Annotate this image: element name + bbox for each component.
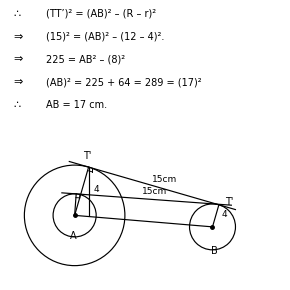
Text: B: B [211,246,217,255]
Text: (TT’)² = (AB)² – (R – r)²: (TT’)² = (AB)² – (R – r)² [46,9,156,19]
Text: 4: 4 [222,210,227,219]
Text: ∴: ∴ [13,100,20,110]
Text: 4: 4 [93,185,99,194]
Text: 15cm: 15cm [152,175,177,184]
Text: (AB)² = 225 + 64 = 289 = (17)²: (AB)² = 225 + 64 = 289 = (17)² [46,77,202,88]
Text: AB = 17 cm.: AB = 17 cm. [46,100,107,110]
Text: A: A [70,231,77,241]
Text: ⇒: ⇒ [13,77,22,88]
Text: (15)² = (AB)² – (12 – 4)².: (15)² = (AB)² – (12 – 4)². [46,32,164,41]
Text: 225 = AB² – (8)²: 225 = AB² – (8)² [46,55,125,65]
Text: 15cm: 15cm [142,187,167,196]
Text: T': T' [83,151,91,161]
Text: T': T' [225,197,233,207]
Text: ∴: ∴ [13,9,20,19]
Text: ⇒: ⇒ [13,55,22,65]
Text: ⇒: ⇒ [13,32,22,41]
